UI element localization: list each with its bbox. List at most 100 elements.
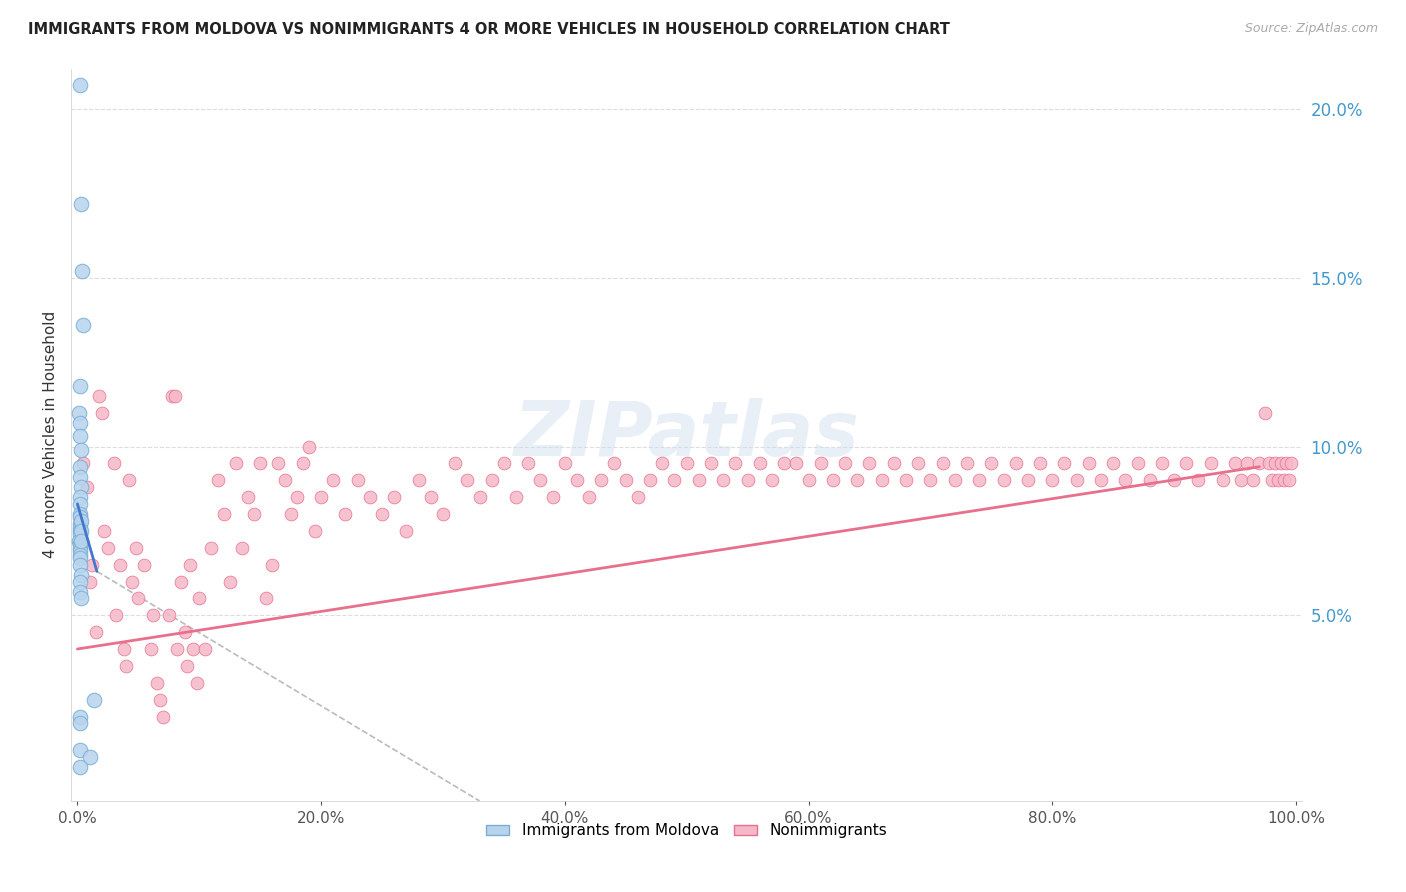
Point xyxy=(142,608,165,623)
Point xyxy=(711,473,734,487)
Point xyxy=(761,473,783,487)
Point xyxy=(157,608,180,623)
Point xyxy=(97,541,120,555)
Point xyxy=(70,480,93,494)
Y-axis label: 4 or more Vehicles in Household: 4 or more Vehicles in Household xyxy=(44,311,58,558)
Point xyxy=(69,497,91,511)
Point xyxy=(834,456,856,470)
Point xyxy=(1004,456,1026,470)
Point xyxy=(359,490,381,504)
Point xyxy=(1254,406,1277,420)
Point xyxy=(84,625,107,640)
Point xyxy=(700,456,723,470)
Point xyxy=(304,524,326,538)
Point xyxy=(1090,473,1112,487)
Point xyxy=(72,456,94,470)
Point xyxy=(67,406,90,420)
Point xyxy=(194,642,217,657)
Point xyxy=(70,591,93,606)
Point xyxy=(69,507,91,521)
Point xyxy=(1279,456,1302,470)
Point xyxy=(152,709,174,723)
Point xyxy=(505,490,527,504)
Point xyxy=(69,517,91,532)
Point xyxy=(236,490,259,504)
Point xyxy=(231,541,253,555)
Point xyxy=(773,456,796,470)
Point xyxy=(1150,456,1173,470)
Point xyxy=(69,760,91,774)
Point xyxy=(89,389,111,403)
Point xyxy=(115,659,138,673)
Point xyxy=(69,510,91,524)
Point xyxy=(638,473,661,487)
Point xyxy=(846,473,869,487)
Point xyxy=(565,473,588,487)
Point xyxy=(139,642,162,657)
Point xyxy=(72,318,94,332)
Point xyxy=(173,625,195,640)
Point xyxy=(69,584,91,599)
Point xyxy=(1230,473,1253,487)
Point xyxy=(943,473,966,487)
Point xyxy=(90,406,112,420)
Point xyxy=(419,490,441,504)
Point xyxy=(134,558,156,572)
Point xyxy=(797,473,820,487)
Point xyxy=(162,389,184,403)
Point xyxy=(1163,473,1185,487)
Point xyxy=(69,416,91,430)
Point xyxy=(1077,456,1099,470)
Point xyxy=(456,473,478,487)
Legend: Immigrants from Moldova, Nonimmigrants: Immigrants from Moldova, Nonimmigrants xyxy=(481,817,893,845)
Point xyxy=(748,456,770,470)
Point xyxy=(688,473,710,487)
Point xyxy=(267,456,290,470)
Point xyxy=(69,550,91,565)
Point xyxy=(112,642,135,657)
Text: IMMIGRANTS FROM MOLDOVA VS NONIMMIGRANTS 4 OR MORE VEHICLES IN HOUSEHOLD CORRELA: IMMIGRANTS FROM MOLDOVA VS NONIMMIGRANTS… xyxy=(28,22,950,37)
Point xyxy=(931,456,953,470)
Point xyxy=(69,541,91,555)
Point xyxy=(1267,473,1289,487)
Point xyxy=(894,473,917,487)
Point xyxy=(1278,473,1301,487)
Point xyxy=(993,473,1015,487)
Point xyxy=(858,456,880,470)
Point xyxy=(1212,473,1234,487)
Point xyxy=(1053,456,1076,470)
Point xyxy=(432,507,454,521)
Point xyxy=(1199,456,1222,470)
Point xyxy=(67,534,90,549)
Point xyxy=(468,490,491,504)
Point xyxy=(179,558,201,572)
Point xyxy=(69,716,91,731)
Point xyxy=(108,558,131,572)
Point xyxy=(956,456,979,470)
Point xyxy=(517,456,540,470)
Point xyxy=(651,456,673,470)
Point xyxy=(1187,473,1209,487)
Point xyxy=(83,692,105,706)
Point xyxy=(1139,473,1161,487)
Point xyxy=(69,470,91,484)
Point xyxy=(69,490,91,504)
Point xyxy=(541,490,564,504)
Point xyxy=(664,473,686,487)
Point xyxy=(1249,456,1271,470)
Point xyxy=(335,507,357,521)
Point xyxy=(1223,456,1246,470)
Point xyxy=(291,456,314,470)
Point xyxy=(1017,473,1039,487)
Point xyxy=(181,642,204,657)
Point xyxy=(163,389,186,403)
Point xyxy=(280,507,302,521)
Point xyxy=(69,527,91,541)
Point xyxy=(967,473,990,487)
Point xyxy=(920,473,942,487)
Point xyxy=(285,490,308,504)
Point xyxy=(1241,473,1264,487)
Text: ZIPatlas: ZIPatlas xyxy=(513,398,859,472)
Point xyxy=(602,456,624,470)
Point xyxy=(675,456,697,470)
